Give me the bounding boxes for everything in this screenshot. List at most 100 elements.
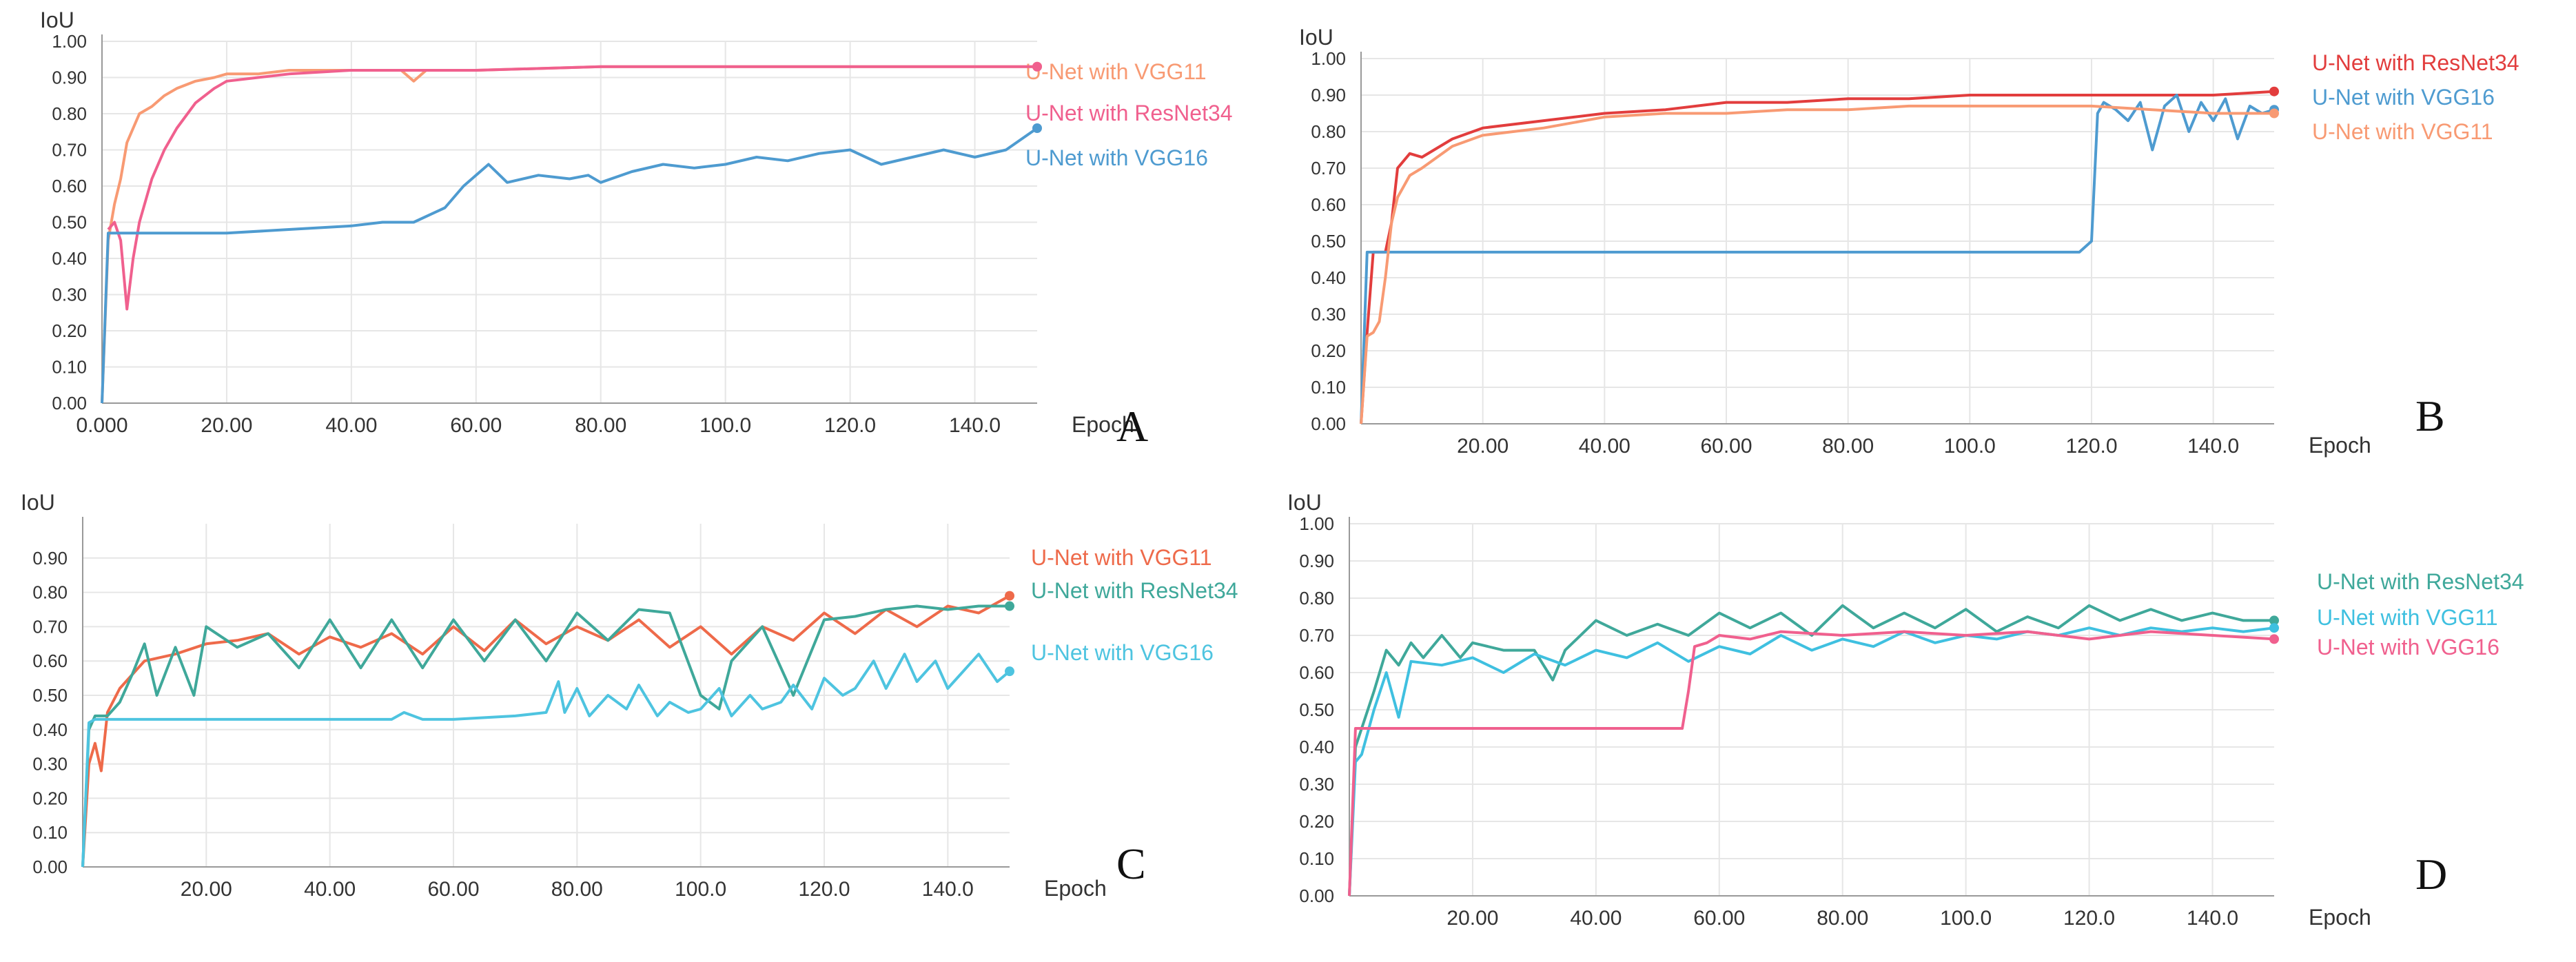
x-axis-label: Epoch (1044, 876, 1107, 901)
x-tick-label: 120.0 (2065, 435, 2117, 458)
series-end-marker-1 (1032, 61, 1042, 72)
y-tick-label: 0.70 (32, 616, 68, 637)
x-tick-label: 0.000 (76, 414, 127, 437)
legend-entry-2: U-Net with VGG16 (1031, 640, 1214, 665)
x-tick-label: 120.0 (2063, 907, 2115, 930)
series-end-marker-2 (1032, 123, 1042, 133)
y-tick-label: 0.90 (52, 68, 87, 88)
x-tick-label: 140.0 (2187, 435, 2239, 458)
x-tick-label: 20.00 (1447, 907, 1498, 930)
panel-letter: A (1116, 402, 1148, 451)
legend-entry-0: U-Net with ResNet34 (2317, 569, 2524, 594)
legend-entry-1: U-Net with VGG16 (2312, 85, 2495, 110)
x-tick-label: 60.00 (427, 878, 479, 901)
x-tick-label: 100.0 (675, 878, 726, 901)
x-tick-label: 20.00 (181, 878, 232, 901)
series-line-1 (1348, 626, 2275, 897)
x-tick-label: 60.00 (1700, 435, 1752, 458)
x-tick-label: 140.0 (949, 414, 1001, 437)
y-tick-label: 0.60 (52, 176, 87, 196)
y-tick-label: 0.40 (1311, 267, 1346, 288)
chart-panel-a: 0.00 0.10 0.20 0.30 0.40 0.50 0.60 0.70 0.80 0.90… (40, 8, 1233, 451)
y-tick-label: 0.70 (1299, 625, 1334, 646)
chart-panel-c: 0.00 0.10 0.20 0.30 0.40 0.50 0.60 0.70 0.80 0.90… (21, 490, 1238, 901)
y-axis-label: IoU (40, 8, 74, 32)
y-tick-label: 1.00 (1299, 513, 1334, 534)
series-end-marker-0 (1005, 591, 1014, 601)
series-line-2 (81, 653, 1011, 868)
x-tick-label: 120.0 (824, 414, 876, 437)
y-tick-label: 0.70 (52, 140, 87, 161)
series-end-marker-2 (2269, 634, 2279, 644)
legend-entry-0: U-Net with ResNet34 (2312, 50, 2519, 75)
y-tick-label: 0.10 (1299, 848, 1334, 869)
legend-entry-2: U-Net with VGG16 (1025, 145, 1208, 170)
y-tick-label: 0.60 (1299, 662, 1334, 683)
y-tick-label: 0.30 (1311, 304, 1346, 325)
legend-entry-1: U-Net with ResNet34 (1025, 101, 1233, 125)
series-line-0 (1348, 604, 2274, 897)
x-tick-label: 60.00 (1693, 907, 1745, 930)
x-tick-label: 100.0 (1940, 907, 1992, 930)
x-tick-label: 140.0 (2187, 907, 2238, 930)
y-tick-label: 0.00 (32, 857, 68, 877)
y-tick-label: 0.00 (1311, 413, 1346, 434)
series-end-marker-1 (1005, 601, 1014, 611)
y-tick-label: 0.50 (32, 685, 68, 706)
panel-letter: D (2415, 850, 2447, 899)
y-tick-label: 0.50 (1299, 699, 1334, 720)
series-line-2 (1360, 104, 2274, 424)
y-tick-label: 0.60 (32, 651, 68, 671)
y-tick-label: 0.30 (52, 285, 87, 305)
series-line-1 (81, 604, 1010, 868)
x-tick-label: 40.00 (1570, 907, 1622, 930)
chart-panel-b: 0.00 0.10 0.20 0.30 0.40 0.50 0.60 0.70 0.80 0.90… (1299, 25, 2519, 458)
x-tick-label: 20.00 (1457, 435, 1509, 458)
legend-entry-2: U-Net with VGG11 (2312, 119, 2493, 144)
x-axis-label: Epoch (1072, 412, 1134, 437)
y-tick-label: 0.80 (52, 103, 87, 124)
y-tick-label: 0.80 (32, 582, 68, 603)
x-tick-label: 40.00 (304, 878, 356, 901)
series-line-2 (101, 127, 1039, 404)
x-tick-label: 100.0 (699, 414, 751, 437)
y-tick-label: 0.80 (1299, 588, 1334, 608)
y-tick-label: 0.40 (52, 248, 87, 269)
y-tick-label: 0.50 (1311, 231, 1346, 252)
y-tick-label: 0.90 (1311, 85, 1346, 105)
legend-entry-0: U-Net with VGG11 (1031, 545, 1212, 570)
y-tick-label: 0.80 (1311, 121, 1346, 142)
panel-letter: B (2415, 391, 2445, 440)
legend-entry-1: U-Net with ResNet34 (1031, 578, 1238, 603)
series-line-1 (107, 65, 1037, 311)
y-tick-label: 0.20 (32, 788, 68, 808)
y-tick-label: 0.70 (1311, 158, 1346, 178)
y-axis-label: IoU (1299, 25, 1333, 50)
x-axis-label: Epoch (2309, 433, 2371, 458)
legend-entry-1: U-Net with VGG11 (2317, 605, 2498, 630)
x-tick-label: 40.00 (325, 414, 377, 437)
x-tick-label: 40.00 (1579, 435, 1631, 458)
x-tick-label: 80.00 (575, 414, 626, 437)
y-tick-label: 0.20 (1311, 340, 1346, 361)
y-tick-label: 0.40 (1299, 737, 1334, 757)
series-end-marker-2 (2269, 108, 2279, 119)
x-tick-label: 60.00 (450, 414, 502, 437)
series-end-marker-0 (2269, 86, 2279, 96)
y-tick-label: 0.10 (32, 822, 68, 843)
y-axis-label: IoU (21, 490, 55, 515)
chart-panel-d: 0.00 0.10 0.20 0.30 0.40 0.50 0.60 0.70 0.80 0.90… (1287, 490, 2524, 930)
y-tick-label: 0.10 (1311, 377, 1346, 398)
series-end-marker-2 (1005, 666, 1014, 677)
series-line-1 (1360, 94, 2275, 424)
series-end-marker-1 (2269, 623, 2279, 633)
x-tick-label: 80.00 (551, 878, 603, 901)
y-tick-label: 1.00 (1311, 48, 1346, 69)
x-tick-label: 80.00 (1822, 435, 1874, 458)
x-axis-label: Epoch (2309, 905, 2371, 930)
series-end-marker-0 (2269, 615, 2279, 626)
y-tick-label: 0.60 (1311, 194, 1346, 215)
y-tick-label: 0.10 (52, 357, 87, 378)
series-line-2 (1348, 630, 2275, 897)
